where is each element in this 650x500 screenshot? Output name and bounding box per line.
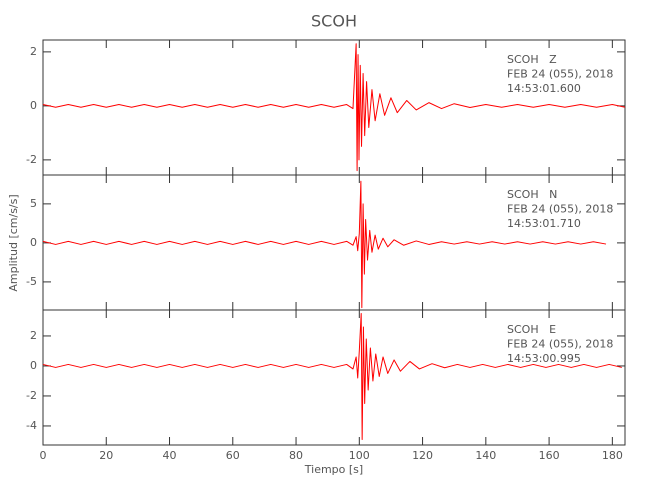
annotation: SCOH Z xyxy=(507,53,557,66)
x-tick-label: 140 xyxy=(475,449,496,462)
y-tick-label: 2 xyxy=(30,329,37,342)
y-tick-label: 5 xyxy=(30,197,37,210)
y-axis-label: Amplitud [cm/s/s] xyxy=(7,194,20,291)
x-tick-label: 20 xyxy=(99,449,113,462)
x-tick-label: 120 xyxy=(412,449,433,462)
annotation: 14:53:01.600 xyxy=(507,82,581,95)
trace xyxy=(42,180,607,309)
y-tick-label: 0 xyxy=(30,236,37,249)
y-tick-label: -5 xyxy=(26,275,37,288)
annotation: 14:53:00.995 xyxy=(507,352,581,365)
trace xyxy=(42,312,622,440)
annotation: FEB 24 (055), 2018 xyxy=(507,338,613,351)
x-axis-label: Tiempo [s] xyxy=(304,463,363,476)
annotation: FEB 24 (055), 2018 xyxy=(507,203,613,216)
x-tick-label: 160 xyxy=(539,449,560,462)
annotation: 14:53:01.710 xyxy=(507,217,581,230)
y-tick-label: 2 xyxy=(30,45,37,58)
x-tick-label: 60 xyxy=(226,449,240,462)
annotation: SCOH N xyxy=(507,188,557,201)
y-tick-label: 0 xyxy=(30,99,37,112)
x-tick-label: 180 xyxy=(602,449,623,462)
x-tick-label: 100 xyxy=(349,449,370,462)
annotation: FEB 24 (055), 2018 xyxy=(507,68,613,81)
panel-frame xyxy=(42,309,626,446)
chart-title: SCOH xyxy=(311,12,357,31)
x-tick-label: 0 xyxy=(40,449,47,462)
x-tick-label: 40 xyxy=(163,449,177,462)
x-tick-label: 80 xyxy=(289,449,303,462)
y-tick-label: -2 xyxy=(26,389,37,402)
annotation: SCOH E xyxy=(507,323,556,336)
trace xyxy=(42,43,626,172)
y-tick-label: -2 xyxy=(26,153,37,166)
y-tick-label: -4 xyxy=(26,419,37,432)
y-tick-label: 0 xyxy=(30,359,37,372)
